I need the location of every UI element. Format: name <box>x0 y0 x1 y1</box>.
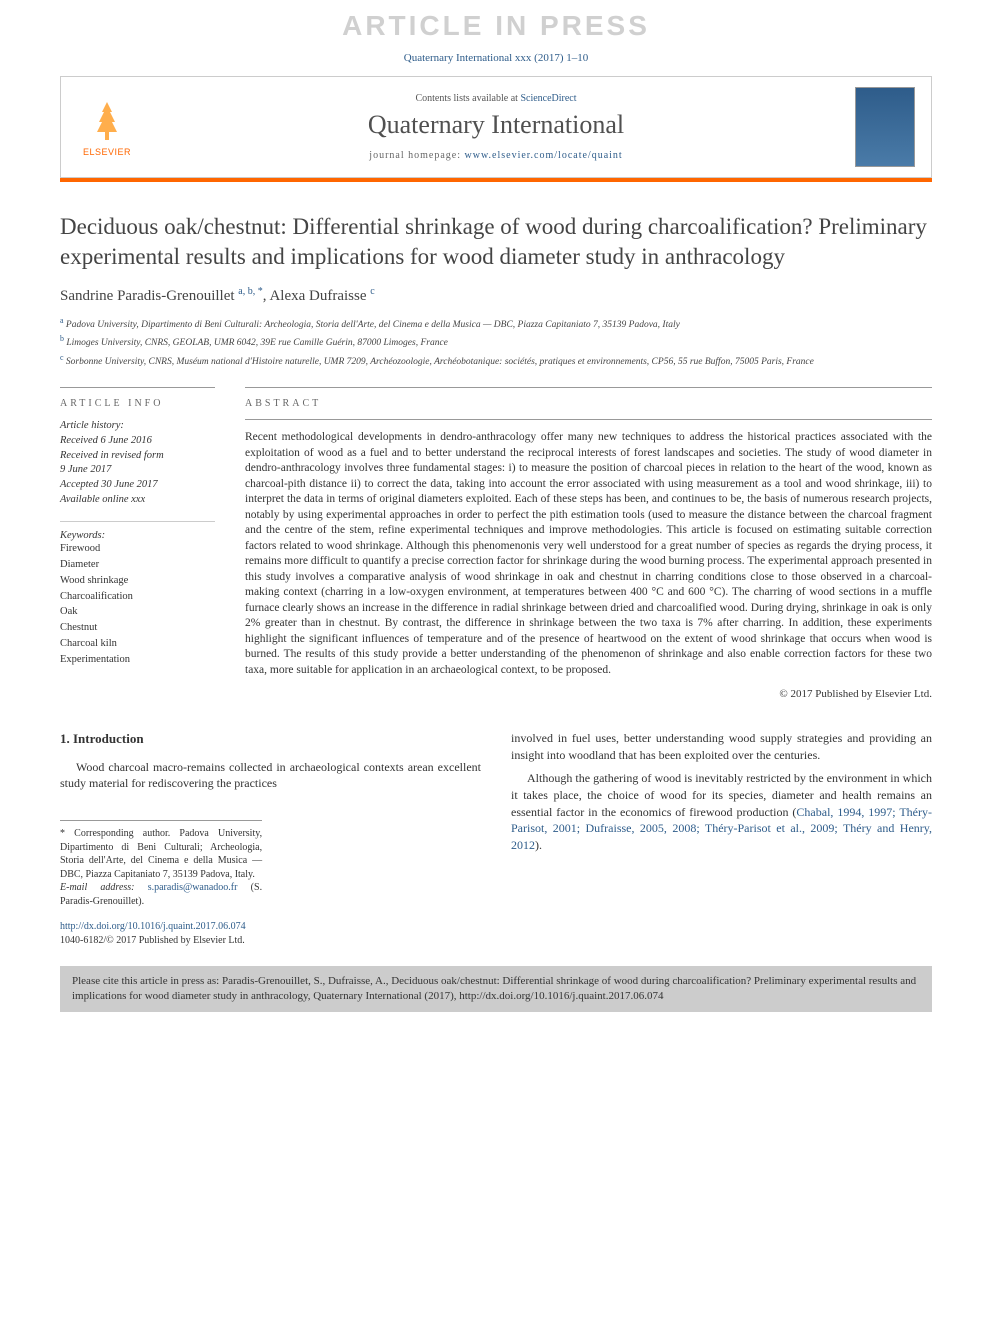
sciencedirect-link[interactable]: ScienceDirect <box>520 93 576 104</box>
abstract-column: ABSTRACT Recent methodological developme… <box>245 387 932 700</box>
affil-b: Limoges University, CNRS, GEOLAB, UMR 60… <box>64 338 448 348</box>
article-info-heading: ARTICLE INFO <box>60 387 215 409</box>
body-columns: 1. Introduction Wood charcoal macro-rema… <box>60 730 932 948</box>
author-2-affil: c <box>370 286 374 297</box>
keyword: Chestnut <box>60 620 215 636</box>
issn-copyright: 1040-6182/© 2017 Published by Elsevier L… <box>60 934 481 948</box>
article-in-press-watermark: ARTICLE IN PRESS <box>0 0 992 46</box>
email-line: E-mail address: s.paradis@wanadoo.fr (S.… <box>60 881 262 908</box>
affil-c: Sorbonne University, CNRS, Muséum nation… <box>64 357 814 367</box>
intro-p3: Although the gathering of wood is inevit… <box>511 770 932 854</box>
footnotes: * Corresponding author. Padova Universit… <box>60 820 262 908</box>
elsevier-tree-icon <box>82 97 132 147</box>
intro-p1: Wood charcoal macro-remains collected in… <box>60 759 481 793</box>
online-date: Available online xxx <box>60 493 215 508</box>
history-label: Article history: <box>60 419 215 434</box>
keyword: Firewood <box>60 541 215 557</box>
p3-text-b: ). <box>535 838 542 852</box>
article-history: Article history: Received 6 June 2016 Re… <box>60 419 215 507</box>
elsevier-logo: ELSEVIER <box>77 92 137 162</box>
citation-line: Quaternary International xxx (2017) 1–10 <box>0 46 992 76</box>
author-2: Alexa Dufraisse <box>269 288 366 304</box>
header-center: Contents lists available at ScienceDirec… <box>137 93 855 161</box>
contents-prefix: Contents lists available at <box>415 93 520 104</box>
author-1-affil: a, b, * <box>238 286 262 297</box>
abstract-text: Recent methodological developments in de… <box>245 419 932 678</box>
intro-p2: involved in fuel uses, better understand… <box>511 730 932 764</box>
body-left-column: 1. Introduction Wood charcoal macro-rema… <box>60 730 481 948</box>
article-title: Deciduous oak/chestnut: Differential shr… <box>60 212 932 272</box>
keyword: Wood shrinkage <box>60 573 215 589</box>
received-date: Received 6 June 2016 <box>60 434 215 449</box>
intro-heading: 1. Introduction <box>60 730 481 748</box>
journal-cover-thumbnail <box>855 87 915 167</box>
accepted-date: Accepted 30 June 2017 <box>60 478 215 493</box>
keyword: Experimentation <box>60 652 215 668</box>
elsevier-label: ELSEVIER <box>83 147 131 157</box>
revised-date: 9 June 2017 <box>60 463 215 478</box>
keyword: Oak <box>60 604 215 620</box>
abstract-copyright: © 2017 Published by Elsevier Ltd. <box>245 688 932 700</box>
corr-label: * Corresponding author. <box>60 828 179 839</box>
citation-box: Please cite this article in press as: Pa… <box>60 966 932 1012</box>
author-1: Sandrine Paradis-Grenouillet <box>60 288 235 304</box>
affil-a: Padova University, Dipartimento di Beni … <box>64 320 680 330</box>
journal-homepage-line: journal homepage: www.elsevier.com/locat… <box>137 150 855 161</box>
revised-label: Received in revised form <box>60 449 215 464</box>
keyword: Charcoal kiln <box>60 636 215 652</box>
keywords-list: Firewood Diameter Wood shrinkage Charcoa… <box>60 541 215 667</box>
homepage-prefix: journal homepage: <box>369 150 464 161</box>
journal-header: ELSEVIER Contents lists available at Sci… <box>60 76 932 178</box>
keyword: Charcoalification <box>60 589 215 605</box>
abstract-heading: ABSTRACT <box>245 387 932 409</box>
affiliations: a Padova University, Dipartimento di Ben… <box>60 315 932 369</box>
contents-list-line: Contents lists available at ScienceDirec… <box>137 93 855 104</box>
email-label: E-mail address: <box>60 882 148 893</box>
author-list: Sandrine Paradis-Grenouillet a, b, *, Al… <box>60 286 932 305</box>
keywords-label: Keywords: <box>60 521 215 541</box>
accent-bar <box>60 178 932 182</box>
keyword: Diameter <box>60 557 215 573</box>
author-email-link[interactable]: s.paradis@wanadoo.fr <box>148 882 238 893</box>
doi-link[interactable]: http://dx.doi.org/10.1016/j.quaint.2017.… <box>60 920 481 934</box>
journal-name: Quaternary International <box>137 110 855 140</box>
journal-homepage-link[interactable]: www.elsevier.com/locate/quaint <box>465 150 623 161</box>
article-info-column: ARTICLE INFO Article history: Received 6… <box>60 387 215 700</box>
body-right-column: involved in fuel uses, better understand… <box>511 730 932 948</box>
corresponding-author: * Corresponding author. Padova Universit… <box>60 827 262 881</box>
